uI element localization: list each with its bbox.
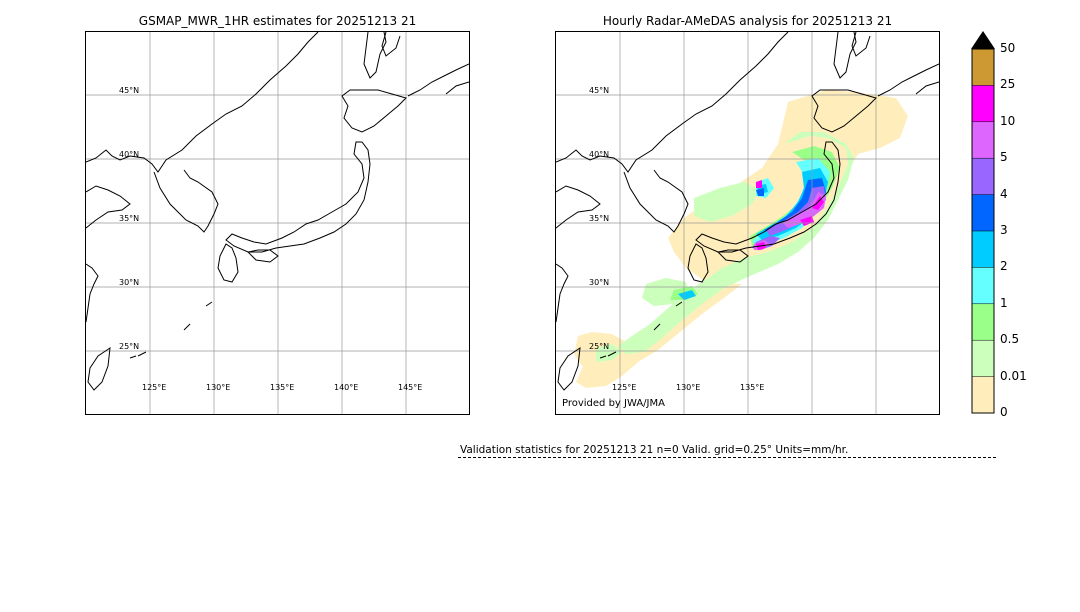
colorbar-label: 50 bbox=[1000, 41, 1016, 55]
colorbar-cell bbox=[972, 376, 994, 413]
colorbar-label: 1 bbox=[1000, 295, 1008, 310]
left-lat-label-30: 30°N bbox=[119, 278, 139, 287]
left-lon-labels: 125°E 130°E 135°E 140°E 145°E bbox=[142, 383, 422, 392]
left-coastlines bbox=[86, 32, 469, 391]
colorbar-cell bbox=[972, 340, 994, 377]
colorbar-label: 0.5 bbox=[1000, 332, 1020, 347]
left-gridlines bbox=[86, 32, 469, 414]
right-lat-label-25: 25°N bbox=[589, 342, 609, 351]
left-map-canvas: 45°N 40°N 35°N 30°N 25°N 125°E 130°E 135… bbox=[86, 32, 469, 414]
colorbar-label: 25 bbox=[1000, 77, 1016, 92]
left-lon-label-135: 135°E bbox=[270, 383, 294, 392]
left-lon-label-145: 145°E bbox=[398, 383, 422, 392]
colorbar-cell bbox=[972, 194, 994, 231]
validation-statistics: Validation statistics for 20251213 21 n=… bbox=[460, 444, 849, 456]
colorbar-extend-triangle bbox=[971, 31, 995, 49]
colorbar-label: 0.01 bbox=[1000, 368, 1027, 383]
colorbar-cell bbox=[972, 49, 994, 86]
right-map-canvas: 45°N 40°N 35°N 30°N 25°N 125°E 130°E 135… bbox=[556, 32, 939, 414]
right-lat-label-45: 45°N bbox=[589, 86, 609, 95]
left-lat-label-35: 35°N bbox=[119, 214, 139, 223]
right-lat-label-35: 35°N bbox=[589, 214, 609, 223]
precip-field bbox=[574, 90, 908, 388]
colorbar-cell bbox=[972, 121, 994, 159]
right-map: 45°N 40°N 35°N 30°N 25°N 125°E 130°E 135… bbox=[555, 31, 940, 415]
right-lon-labels: 125°E 130°E 135°E bbox=[612, 383, 764, 392]
colorbar-label: 3 bbox=[1000, 223, 1008, 237]
stats-underline bbox=[458, 457, 996, 458]
left-lat-label-25: 25°N bbox=[119, 342, 139, 351]
right-map-title: Hourly Radar-AMeDAS analysis for 2025121… bbox=[602, 14, 893, 28]
colorbar-label: 2 bbox=[1000, 259, 1008, 274]
left-lat-label-45: 45°N bbox=[119, 86, 139, 95]
colorbar-cell bbox=[972, 85, 994, 122]
colorbar-cell bbox=[972, 158, 994, 195]
colorbar-cell bbox=[972, 231, 994, 268]
colorbar-label: 4 bbox=[1000, 186, 1008, 201]
colorbar-cell bbox=[972, 303, 994, 341]
colorbar-label: 0 bbox=[1000, 405, 1008, 419]
left-lon-label-125: 125°E bbox=[142, 383, 166, 392]
left-map: 45°N 40°N 35°N 30°N 25°N 125°E 130°E 135… bbox=[85, 31, 470, 415]
right-lat-label-40: 40°N bbox=[589, 150, 609, 159]
left-lon-label-130: 130°E bbox=[206, 383, 230, 392]
colorbar-cells bbox=[972, 49, 994, 413]
left-lat-label-40: 40°N bbox=[119, 150, 139, 159]
right-lon-label-125: 125°E bbox=[612, 383, 636, 392]
right-lon-label-135: 135°E bbox=[740, 383, 764, 392]
data-credit: Provided by JWA/JMA bbox=[562, 398, 665, 409]
right-coastlines bbox=[556, 32, 939, 391]
left-map-title: GSMAP_MWR_1HR estimates for 20251213 21 bbox=[138, 14, 417, 28]
left-lon-label-140: 140°E bbox=[334, 383, 358, 392]
colorbar-cell bbox=[972, 267, 994, 304]
right-lat-label-30: 30°N bbox=[589, 278, 609, 287]
colorbar bbox=[971, 31, 995, 414]
colorbar-label: 5 bbox=[1000, 150, 1008, 165]
left-lat-labels: 45°N 40°N 35°N 30°N 25°N bbox=[119, 86, 139, 351]
right-lon-label-130: 130°E bbox=[676, 383, 700, 392]
right-lat-labels: 45°N 40°N 35°N 30°N 25°N bbox=[589, 86, 609, 351]
colorbar-label: 10 bbox=[1000, 113, 1016, 128]
